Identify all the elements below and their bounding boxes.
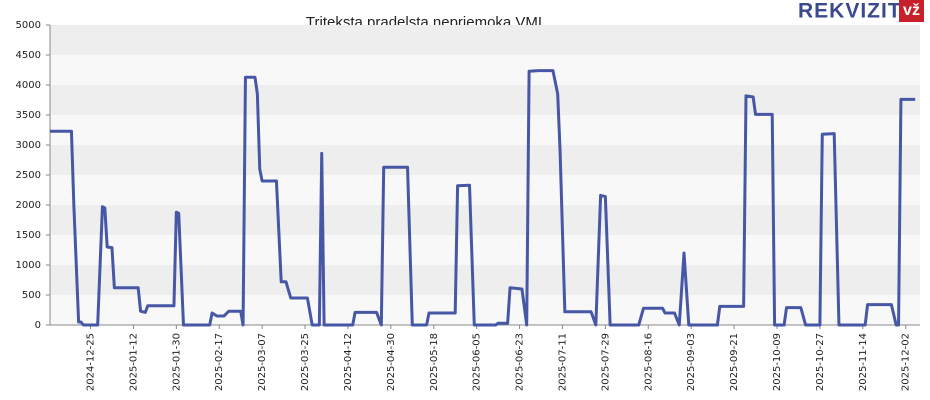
x-tick-label: 2025-03-25 — [300, 333, 311, 391]
grid-band — [50, 55, 920, 85]
x-tick-label: 2025-10-27 — [815, 333, 826, 391]
x-tick-label: 2025-12-02 — [901, 333, 912, 391]
x-tick-label: 2025-07-11 — [557, 333, 568, 391]
x-tick-label: 2025-07-29 — [600, 333, 611, 391]
y-tick-label: 3500 — [16, 110, 41, 121]
x-tick-label: 2025-04-30 — [386, 333, 397, 391]
logo-badge-bg — [899, 0, 924, 22]
x-tick-label: 2025-09-21 — [729, 333, 740, 391]
grid-band — [50, 145, 920, 175]
y-tick-label: 1500 — [16, 230, 41, 241]
y-tick-label: 500 — [22, 290, 41, 301]
x-tick-label: 2025-06-23 — [515, 333, 526, 391]
x-tick-label: 2025-09-03 — [686, 333, 697, 391]
grid-band — [50, 115, 920, 145]
grid-band — [50, 25, 920, 55]
grid-band — [50, 85, 920, 115]
y-tick-label: 4000 — [16, 80, 41, 91]
logo-text: REKVIZITAI — [798, 0, 923, 23]
grid-band — [50, 175, 920, 205]
x-tick-label: 2024-12-25 — [86, 333, 97, 391]
x-tick-label: 2025-06-05 — [472, 333, 483, 391]
x-tick-label: 2025-10-09 — [772, 333, 783, 391]
logo-badge: vž — [903, 2, 920, 19]
x-tick-label: 2025-08-16 — [643, 333, 654, 391]
y-tick-label: 3000 — [16, 140, 41, 151]
x-tick-label: 2025-02-17 — [214, 333, 225, 391]
x-tick-label: 2025-01-30 — [171, 333, 182, 391]
y-tick-label: 4500 — [16, 50, 41, 61]
grid-band — [50, 295, 920, 325]
data-line — [50, 69, 916, 327]
y-tick-label: 0 — [35, 320, 41, 331]
x-tick-label: 2025-01-12 — [128, 333, 139, 391]
x-tick-label: 2025-03-07 — [257, 333, 268, 391]
x-tick-label: 2025-04-12 — [343, 333, 354, 391]
x-tick-label: 2025-05-18 — [429, 333, 440, 391]
x-tick-label: 2025-11-14 — [858, 333, 869, 391]
y-tick-label: 2000 — [16, 200, 41, 211]
y-tick-label: 2500 — [16, 170, 41, 181]
y-tick-label: 5000 — [16, 20, 41, 31]
y-tick-label: 1000 — [16, 260, 41, 271]
